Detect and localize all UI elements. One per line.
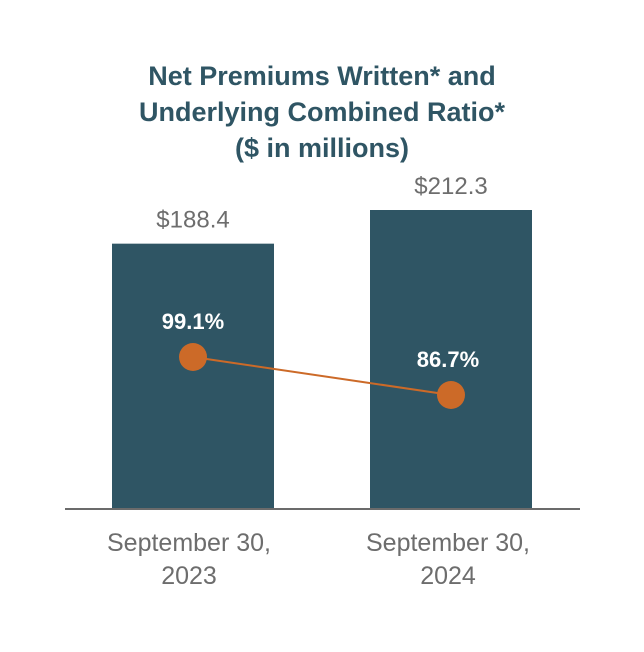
category-label-1-line-2: 2023 xyxy=(161,562,217,590)
category-label-1-line-1: September 30, xyxy=(107,529,271,557)
ratio-point-1 xyxy=(179,343,207,371)
ratio-line-layer: 99.1% 86.7% xyxy=(162,309,479,409)
bar-value-label-1: $188.4 xyxy=(156,207,229,234)
chart-title-line-1: Net Premiums Written* and xyxy=(148,61,496,91)
category-label-2-line-2: 2024 xyxy=(420,562,476,590)
ratio-value-label-1: 99.1% xyxy=(162,309,224,334)
chart-title-line-2: Underlying Combined Ratio* xyxy=(138,97,506,127)
ratio-line-segment xyxy=(192,356,452,396)
ratio-value-label-2: 86.7% xyxy=(417,347,479,372)
bar-1 xyxy=(112,243,274,509)
chart-title: Net Premiums Written* and Underlying Com… xyxy=(0,58,644,166)
ratio-point-2 xyxy=(437,381,465,409)
category-labels-layer: September 30, 2023 September 30, 2024 xyxy=(107,529,530,590)
bar-value-label-2: $212.3 xyxy=(414,173,487,200)
chart-title-line-3: ($ in millions) xyxy=(234,133,409,163)
category-label-2-line-1: September 30, xyxy=(366,529,530,557)
bar-2 xyxy=(370,210,532,509)
bars-layer: $188.4 $212.3 xyxy=(112,173,532,509)
